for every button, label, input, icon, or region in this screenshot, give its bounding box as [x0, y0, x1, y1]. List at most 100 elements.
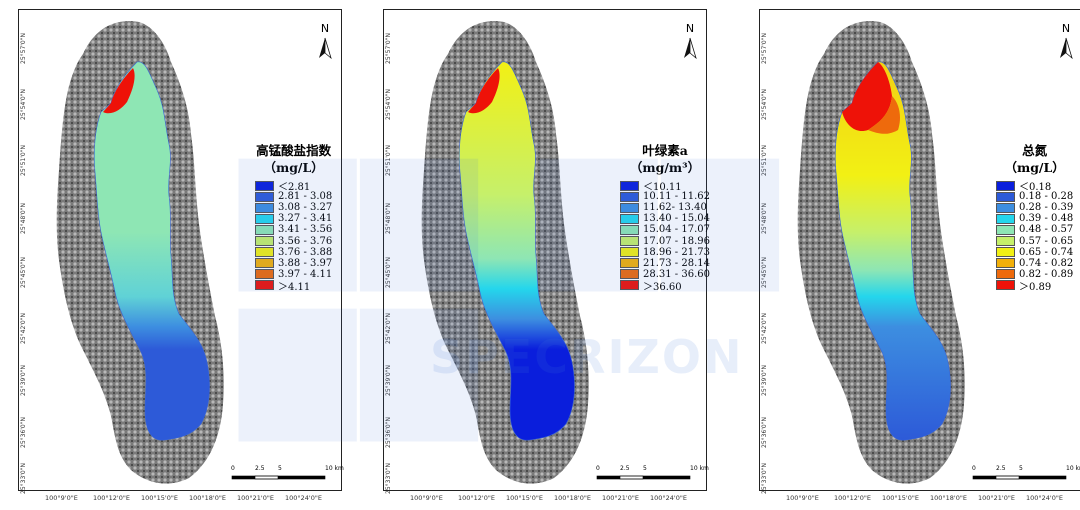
legend-item: 3.08 - 3.27 [255, 202, 332, 213]
longitude-label: 100°9'0"E [45, 494, 78, 502]
legend: 总氮 （mg/L） ＜0.18 0.18 - 0.28 0.28 - 0.39 0.39 … [996, 142, 1074, 293]
legend-swatch [255, 258, 274, 269]
latitude-label: 25°42'0"N [20, 313, 27, 344]
legend: 叶绿素a （mg/m³） ＜10.11 10.11 - 11.62 11.62- 13.… [620, 142, 710, 293]
latitude-label: 25°36'0"N [385, 417, 392, 448]
legend-swatch [996, 258, 1015, 269]
legend-unit: （mg/L） [1004, 160, 1065, 175]
legend-label: 0.48 - 0.57 [1019, 224, 1074, 236]
latitude-label: 25°45'0"N [761, 257, 768, 288]
orange-zone [868, 96, 900, 134]
longitude-label: 100°15'0"E [882, 494, 919, 502]
legend-swatch [255, 191, 274, 202]
longitude-label: 100°21'0"E [978, 494, 1015, 502]
legend-swatch [255, 213, 274, 224]
high-value-hotspot [468, 68, 500, 114]
latitude-label: 25°51'0"N [761, 145, 768, 176]
legend-title: 高锰酸盐指数 [256, 143, 332, 158]
legend-item: 3.41 - 3.56 [255, 224, 332, 235]
legend-label: ＞36.60 [643, 281, 682, 293]
legend-item: 0.65 - 0.74 [996, 247, 1073, 258]
legend-swatch [996, 180, 1015, 191]
scale-tick-label: 2.5 [255, 465, 265, 472]
latitude-label: 25°57'0"N [761, 33, 768, 64]
longitude-label: 100°9'0"E [410, 494, 443, 502]
legend-item: 0.39 - 0.48 [996, 213, 1073, 224]
scale-bar-graphic [231, 475, 326, 480]
scale-bar-graphic [972, 475, 1067, 480]
legend-item: 10.11 - 11.62 [620, 191, 710, 202]
legend-swatch [996, 269, 1015, 280]
high-value-hotspot [103, 68, 135, 114]
latitude-label: 25°45'0"N [385, 257, 392, 288]
lake-map-graphic [56, 21, 224, 484]
legend-swatch [996, 224, 1015, 235]
legend-item: 15.04 - 17.07 [620, 224, 710, 235]
longitude-label: 100°21'0"E [602, 494, 639, 502]
lake-water-quality-surface [458, 61, 575, 441]
legend-label: ＜10.11 [643, 182, 682, 194]
legend-swatch [996, 280, 1015, 291]
legend-label: 0.57 - 0.65 [1019, 235, 1074, 247]
high-value-hotspot [842, 62, 892, 132]
legend-item: 0.74 - 0.82 [996, 258, 1073, 269]
legend: 高锰酸盐指数 （mg/L） ＜2.81 2.81 - 3.08 3.08 - 3.27 3… [255, 142, 333, 293]
legend-label: 2.81 - 3.08 [278, 191, 333, 203]
latitude-label: 25°33'0"N [385, 463, 392, 494]
longitude-label: 100°24'0"E [650, 494, 687, 502]
longitude-label: 100°15'0"E [506, 494, 543, 502]
legend-item: 0.82 - 0.89 [996, 269, 1073, 280]
latitude-label: 25°57'0"N [385, 33, 392, 64]
longitude-label: 100°18'0"E [554, 494, 591, 502]
longitude-label: 100°24'0"E [285, 494, 322, 502]
latitude-label: 25°45'0"N [20, 257, 27, 288]
legend-swatch [620, 280, 639, 291]
legend-swatch [620, 202, 639, 213]
legend-item: 11.62- 13.40 [620, 202, 710, 213]
legend-item: ＞4.11 [255, 280, 332, 293]
legend-swatch [620, 213, 639, 224]
legend-swatch [255, 224, 274, 235]
legend-label: 0.82 - 0.89 [1019, 268, 1074, 280]
legend-swatch [996, 191, 1015, 202]
legend-item: 2.81 - 3.08 [255, 191, 332, 202]
longitude-label: 100°15'0"E [141, 494, 178, 502]
legend-label: 0.18 - 0.28 [1019, 191, 1074, 203]
latitude-label: 25°48'0"N [385, 203, 392, 234]
map-panel-chlorophyll-a: 25°57'0"N 25°54'0"N 25°51'0"N 25°48'0"N 25°4… [383, 9, 710, 502]
legend-item: ＜10.11 [620, 180, 710, 194]
latitude-label: 25°33'0"N [20, 463, 27, 494]
legend-label: ＞4.11 [278, 281, 311, 293]
longitude-label: 100°12'0"E [93, 494, 130, 502]
legend-swatch [620, 258, 639, 269]
north-label: N [685, 22, 695, 35]
legend-item: ＜2.81 [255, 180, 332, 193]
latitude-label: 25°48'0"N [761, 203, 768, 234]
latitude-label: 25°39'0"N [20, 365, 27, 396]
scale-tick-label: 2.5 [620, 465, 630, 472]
legend-label: 3.97 - 4.11 [278, 268, 333, 280]
legend-item: 21.73 - 28.14 [620, 258, 710, 269]
legend-label: ＞0.89 [1019, 281, 1052, 293]
longitude-label: 100°9'0"E [786, 494, 819, 502]
legend-item: 0.48 - 0.57 [996, 224, 1073, 235]
legend-label: 28.31 - 36.60 [643, 268, 710, 280]
legend-label: ＜0.18 [1019, 182, 1052, 194]
legend-item: 13.40 - 15.04 [620, 213, 710, 224]
legend-label: 3.41 - 3.56 [278, 224, 333, 236]
latitude-label: 25°39'0"N [761, 365, 768, 396]
legend-swatch [620, 269, 639, 280]
legend-item: 17.07 - 18.96 [620, 235, 710, 247]
lake-water-quality-surface [834, 61, 951, 441]
north-arrow-icon: N [315, 22, 335, 62]
legend-swatch [996, 236, 1015, 247]
latitude-label: 25°42'0"N [385, 313, 392, 344]
legend-label: 15.04 - 17.07 [643, 224, 710, 236]
latitude-label: 25°51'0"N [20, 145, 27, 176]
scale-tick-label: 0 [231, 465, 235, 472]
scale-bar-graphic [596, 475, 691, 480]
legend-label: 3.76 - 3.88 [278, 246, 333, 258]
scale-tick-label: 5 [643, 465, 647, 472]
legend-item: 0.28 - 0.39 [996, 202, 1073, 213]
legend-label: 0.74 - 0.82 [1019, 257, 1074, 269]
